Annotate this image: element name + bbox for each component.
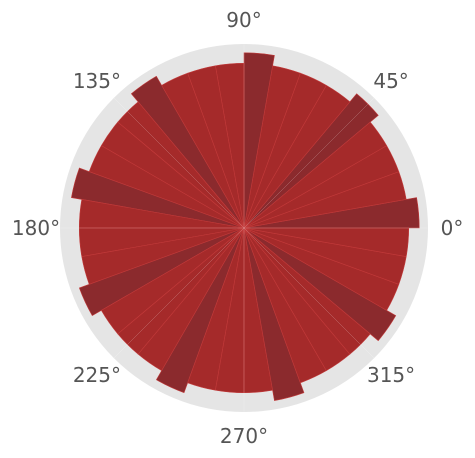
angle-tick-label-90: 90° xyxy=(226,8,261,32)
grid-group xyxy=(60,44,428,412)
bar-280 xyxy=(243,227,305,401)
bars-group xyxy=(71,52,420,401)
bar-160 xyxy=(71,167,245,229)
grid-line-315 xyxy=(243,227,375,359)
angle-tick-label-135: 135° xyxy=(73,69,121,93)
angle-tick-label-45: 45° xyxy=(373,69,408,93)
angle-tick-label-225: 225° xyxy=(73,363,121,387)
bar-240 xyxy=(155,227,245,394)
grid-line-135 xyxy=(113,97,245,229)
bar-200 xyxy=(78,227,245,317)
bar-40 xyxy=(243,93,379,229)
angle-labels-group: 0° 45° 90° 135° 180° 225° 270° 315° xyxy=(12,8,463,448)
angle-tick-label-0: 0° xyxy=(441,216,464,240)
bar-350 xyxy=(243,227,410,257)
bar-120 xyxy=(130,75,245,229)
bar-320 xyxy=(243,227,397,342)
grid-line-225 xyxy=(113,227,245,359)
grid-line-45 xyxy=(243,97,375,229)
angle-tick-label-315: 315° xyxy=(367,363,415,387)
angle-tick-label-270: 270° xyxy=(220,424,268,448)
bar-80 xyxy=(243,52,275,229)
angle-tick-label-180: 180° xyxy=(12,216,60,240)
